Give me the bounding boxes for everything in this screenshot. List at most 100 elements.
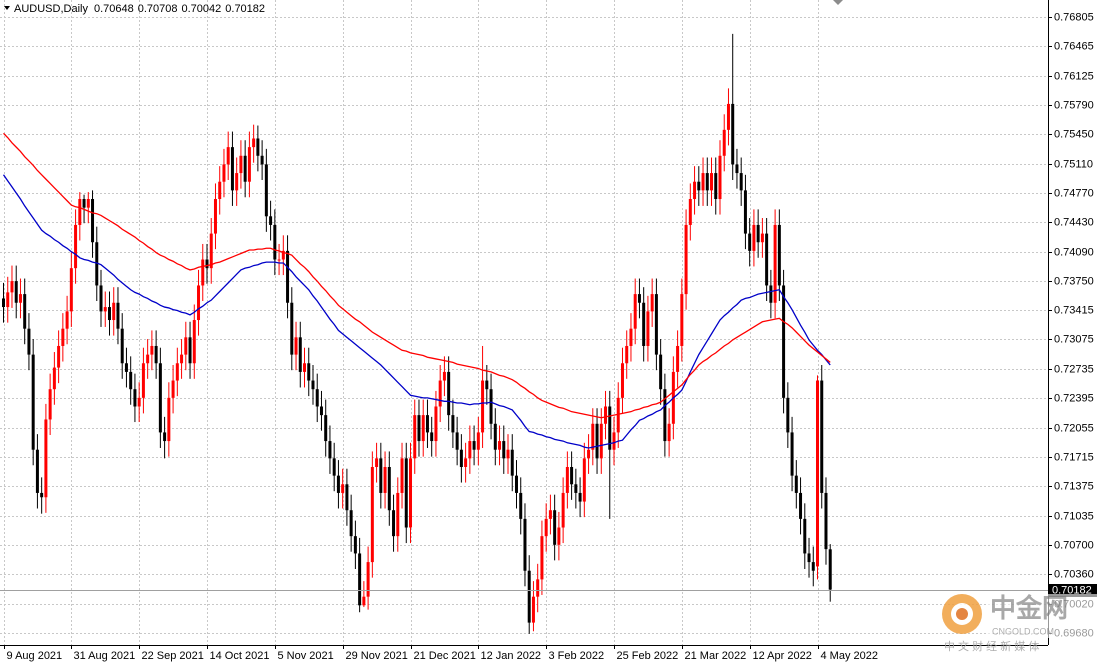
candle-body [35,449,39,493]
candle-body [430,432,434,442]
candle-body [417,415,421,442]
candle-body [633,294,637,329]
candle-body [120,328,124,364]
candle-body [324,415,328,442]
candle-body [561,492,565,528]
candle-body [349,510,353,537]
candle-body [396,492,400,537]
candle-body [150,345,154,355]
candle-body [137,397,141,407]
candle-body [739,173,743,191]
x-tick-label: 3 Feb 2022 [549,650,605,662]
candle-body [171,380,175,398]
candle-body [74,224,78,269]
last-close: 0.70182 [225,3,265,15]
y-tick-label: 0.70360 [1054,568,1094,580]
candle-body [78,199,82,225]
y-tick-label: 0.76465 [1054,40,1094,52]
candle-body [230,147,234,191]
candle-body [167,397,171,442]
candle-body [536,579,540,597]
x-tick-label: 31 Aug 2021 [74,650,136,662]
candle-body [209,233,213,269]
candle-body [693,181,697,200]
candle-body [341,484,345,493]
candle-body [264,164,268,217]
candle-body [69,268,73,312]
candle-body [710,173,714,191]
candle-body [387,467,391,511]
candle-body [235,173,239,191]
x-tick-label: 21 Mar 2022 [685,650,747,662]
candle-body [226,147,230,165]
candle-body [557,527,561,545]
candle-body [574,484,578,493]
candle-body [820,380,824,493]
candle-body [315,389,319,407]
candle-body [514,475,518,493]
candle-body [523,518,527,571]
candle-body [650,294,654,312]
x-tick-label: 14 Oct 2021 [210,650,270,662]
candle-body [392,510,396,537]
candle-body [553,510,557,545]
candle-body [743,190,747,234]
candle-body [659,354,663,390]
candle-body [48,389,52,420]
candle-body [769,285,773,303]
y-tick-label: 0.73075 [1054,333,1094,345]
candle-body [824,492,828,550]
candle-body [731,103,735,165]
y-tick-label: 0.72055 [1054,422,1094,434]
y-tick-label: 0.75790 [1054,99,1094,111]
candle-body [163,432,167,442]
candle-body [680,294,684,346]
candle-body [684,224,688,295]
current-price-box [1049,584,1097,597]
candle-body [705,173,709,191]
candle-body [65,311,69,329]
candle-body [2,298,5,308]
candle-body [192,320,196,364]
candle-body [620,363,624,398]
candle-body [290,302,294,355]
candle-body [540,536,544,580]
header-arrow [4,6,10,10]
candle-body [701,173,705,191]
candle-body [803,518,807,554]
candle-body [277,259,281,261]
candle-body [438,380,442,407]
candle-body [269,216,273,225]
candle-body [23,294,27,329]
y-tick-label: 0.71715 [1054,451,1094,463]
candle-body [807,553,811,563]
y-tick-label: 0.74770 [1054,187,1094,199]
candle-body [353,536,357,554]
candle-body [654,294,658,355]
candle-body [180,354,184,364]
candle-body [298,337,302,372]
candle-body [345,484,349,511]
candle-body [676,345,680,372]
candle-body [243,155,247,182]
candle-body [141,363,145,398]
candle-body [489,389,493,424]
x-tick-label: 21 Dec 2021 [414,650,476,662]
candle-body [103,307,107,312]
candle-body [811,562,815,571]
candle-body [400,458,404,493]
candle-body [548,510,552,519]
y-tick-label: 0.71035 [1054,510,1094,522]
candle-body [544,518,548,537]
candle-body [459,449,463,468]
candle-body [570,467,574,485]
candle-body [667,423,671,442]
candle-body [273,224,277,260]
candle-body [595,423,599,459]
candle-body [44,419,48,498]
candle-body [604,406,608,424]
candle-body [697,181,701,191]
moving-average [2,174,831,449]
